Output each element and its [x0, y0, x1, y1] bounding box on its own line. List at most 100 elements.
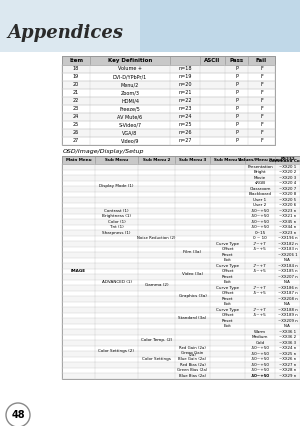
Text: P: P [235, 66, 238, 72]
Text: N/A: N/A [284, 280, 291, 284]
Text: ~XX29 n: ~XX29 n [279, 374, 296, 378]
Bar [62, 247, 300, 252]
Text: Curve Type: Curve Type [216, 264, 239, 268]
Text: Reset: Reset [222, 275, 233, 279]
Text: VGA/8: VGA/8 [122, 130, 138, 135]
Text: -50~+50: -50~+50 [250, 214, 269, 218]
Text: ~XX182 n: ~XX182 n [278, 242, 297, 246]
Text: -50~+50: -50~+50 [250, 374, 269, 378]
Text: ~XX183 n: ~XX183 n [278, 247, 297, 251]
Text: P: P [235, 123, 238, 127]
Text: P: P [235, 106, 238, 112]
Text: n=23: n=23 [178, 106, 192, 112]
Bar [62, 225, 300, 230]
Text: n=18: n=18 [178, 66, 192, 72]
Bar [62, 56, 275, 145]
Text: Command Code: Command Code [269, 159, 300, 164]
Text: n=20: n=20 [178, 83, 192, 87]
Text: -5~+5: -5~+5 [253, 269, 267, 273]
Bar [62, 241, 300, 247]
Bar [62, 113, 275, 121]
Text: HDMI/4: HDMI/4 [121, 98, 139, 104]
Bar [62, 81, 275, 89]
Bar [62, 230, 300, 236]
Text: Video (3a): Video (3a) [182, 272, 203, 276]
Bar [62, 329, 300, 334]
Bar [62, 175, 300, 181]
Text: Exit: Exit [224, 280, 231, 284]
Text: Warm: Warm [254, 330, 266, 334]
Text: Presentation: Presentation [247, 165, 273, 169]
Bar [62, 307, 300, 313]
Text: n=24: n=24 [178, 115, 192, 120]
Text: ~XX196 n: ~XX196 n [278, 236, 297, 240]
Text: Curve Type: Curve Type [216, 286, 239, 290]
Text: ADVANCED (1): ADVANCED (1) [101, 280, 131, 284]
Text: N/A: N/A [284, 258, 291, 262]
Text: ~XX20 7: ~XX20 7 [279, 187, 296, 191]
Text: Curve Type: Curve Type [216, 242, 239, 246]
Text: 19: 19 [73, 75, 79, 80]
Text: 22: 22 [73, 98, 79, 104]
Text: ~XX20 6: ~XX20 6 [279, 203, 296, 207]
Bar [62, 197, 300, 202]
Text: ~XX23 n: ~XX23 n [279, 231, 296, 235]
Text: ~XX187 n: ~XX187 n [278, 291, 297, 295]
Text: Brightness (1): Brightness (1) [102, 214, 131, 218]
Text: -50~+50: -50~+50 [250, 209, 269, 213]
Text: Values/Menu Items: Values/Menu Items [238, 158, 282, 162]
Bar [62, 302, 300, 307]
Text: Display Mode (1): Display Mode (1) [99, 184, 134, 188]
Text: Red Gain (2a): Red Gain (2a) [179, 346, 206, 350]
Text: Offset: Offset [221, 269, 234, 273]
Bar [62, 156, 300, 164]
Bar [62, 274, 300, 279]
Text: ~XX28 n: ~XX28 n [279, 368, 296, 372]
Text: P: P [235, 130, 238, 135]
Text: F: F [260, 123, 263, 127]
Text: Red Bias (2a): Red Bias (2a) [180, 363, 206, 367]
Bar [62, 181, 300, 186]
Text: P: P [235, 90, 238, 95]
Text: Sharpness (1): Sharpness (1) [102, 231, 131, 235]
Text: F: F [260, 138, 263, 144]
Bar [62, 357, 300, 362]
Text: F: F [260, 90, 263, 95]
Text: 26: 26 [73, 130, 79, 135]
Text: Appendices: Appendices [7, 24, 123, 42]
Bar [62, 373, 300, 378]
Text: User 1: User 1 [254, 198, 267, 202]
Text: F: F [260, 98, 263, 104]
Text: -50~+50: -50~+50 [250, 352, 269, 356]
Bar [62, 362, 300, 368]
Text: ~XX26 n: ~XX26 n [279, 357, 296, 361]
Text: OSD/Image/Display/Setup: OSD/Image/Display/Setup [63, 149, 145, 153]
Text: ~XX20 1: ~XX20 1 [279, 165, 296, 169]
Text: n=27: n=27 [178, 138, 192, 144]
Bar [62, 252, 300, 257]
Text: ~XX36 2: ~XX36 2 [279, 335, 296, 339]
Text: Exit: Exit [224, 302, 231, 306]
Text: ~XX189 n: ~XX189 n [278, 313, 297, 317]
Bar [62, 170, 300, 175]
Text: Color Settings: Color Settings [142, 357, 171, 361]
Text: F: F [260, 66, 263, 72]
Text: -7~+7: -7~+7 [253, 286, 267, 290]
Text: F: F [260, 106, 263, 112]
Text: P: P [235, 138, 238, 144]
Text: Exit: Exit [224, 258, 231, 262]
Bar [62, 291, 300, 296]
Bar [62, 208, 300, 213]
Text: IMAGE: IMAGE [71, 269, 86, 273]
Text: -50~+50: -50~+50 [250, 374, 269, 378]
Text: Offset: Offset [221, 313, 234, 317]
Text: Main Menu: Main Menu [66, 158, 91, 162]
Text: DVI-D/YPbPr/1: DVI-D/YPbPr/1 [113, 75, 147, 80]
Text: (2a): (2a) [189, 353, 196, 357]
Text: P: P [235, 83, 238, 87]
Text: Volume +: Volume + [118, 66, 142, 72]
Bar [62, 285, 300, 291]
Text: ~XX36 3: ~XX36 3 [279, 341, 296, 345]
Text: -50~+50: -50~+50 [250, 225, 269, 229]
Text: ~XX209 n: ~XX209 n [278, 319, 297, 323]
